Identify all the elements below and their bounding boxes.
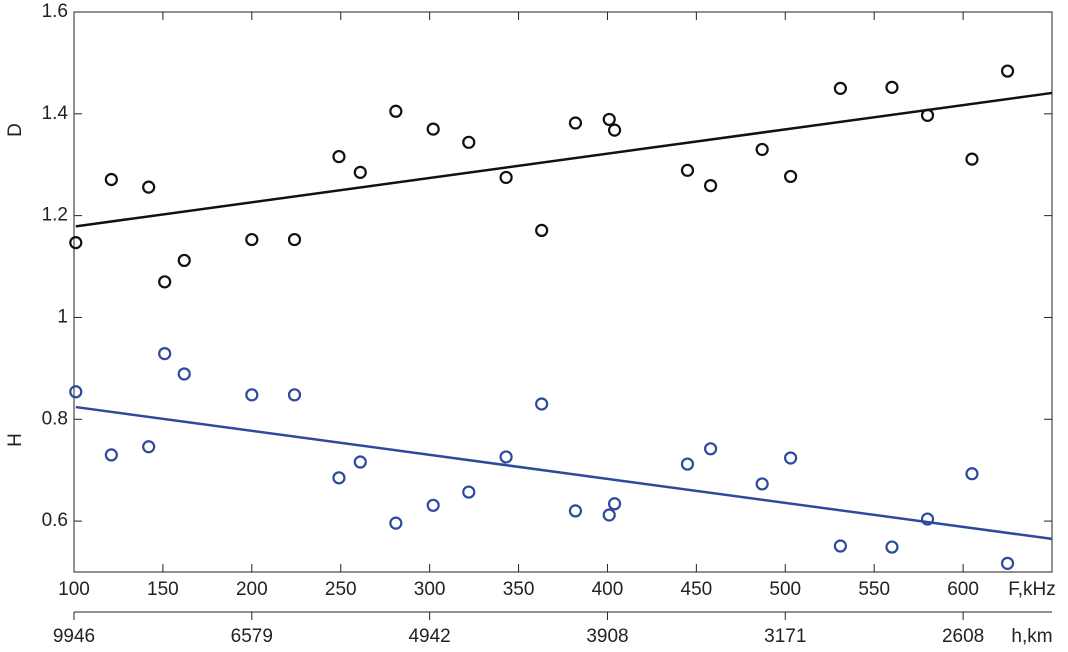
point: [680, 163, 695, 177]
point: [535, 223, 549, 237]
x-tick-label: 600: [947, 579, 979, 600]
point: [177, 367, 191, 381]
point: [499, 170, 513, 185]
point: [245, 232, 259, 247]
point: [287, 388, 302, 402]
point: [680, 457, 695, 471]
point: [462, 485, 476, 499]
point: [602, 508, 616, 522]
point: [499, 450, 513, 464]
x-tick-label: 450: [681, 579, 713, 600]
point: [920, 512, 935, 526]
x-tick-label: 500: [769, 579, 801, 600]
y-tick-label: 1: [57, 306, 68, 327]
x2-tick-label: 6579: [231, 626, 273, 647]
x2-tick-label: 9946: [53, 626, 95, 647]
point: [755, 477, 769, 491]
x-tick-label: 400: [592, 579, 624, 600]
point: [885, 80, 899, 94]
x-tick-label: 350: [503, 579, 535, 600]
y-tick-label: 1.4: [42, 103, 69, 124]
y-axis-label: H: [5, 433, 26, 447]
point: [104, 448, 118, 462]
point: [353, 165, 367, 179]
x-tick-label: 300: [414, 579, 446, 600]
point: [389, 104, 403, 118]
fit-line: [75, 91, 1053, 228]
x-axis-label: F,kHz: [1008, 579, 1056, 600]
point: [245, 388, 259, 402]
point: [177, 253, 191, 268]
point: [833, 539, 847, 553]
point: [462, 135, 476, 149]
point: [389, 516, 403, 530]
x2-axis-label: h,km: [1011, 626, 1052, 647]
point: [142, 440, 156, 454]
point: [332, 149, 346, 164]
point: [1000, 556, 1015, 570]
point: [607, 123, 622, 137]
point: [833, 81, 847, 95]
point: [784, 451, 798, 465]
point: [965, 152, 979, 166]
point: [426, 122, 440, 136]
point: [568, 504, 583, 518]
y-axis-label: D: [5, 123, 26, 137]
y-tick-label: 1.2: [42, 205, 68, 226]
point: [1000, 64, 1015, 78]
point: [353, 455, 367, 469]
point: [607, 497, 622, 511]
x2-tick-label: 2608: [942, 626, 984, 647]
point: [920, 108, 935, 122]
plot-frame: [73, 11, 1053, 573]
x-tick-label: 100: [58, 579, 90, 600]
point: [158, 275, 172, 289]
point: [885, 540, 899, 554]
x2-tick-label: 3171: [764, 626, 806, 647]
point: [287, 232, 302, 247]
y-tick-label: 0.8: [42, 408, 68, 429]
x2-tick-label: 3908: [586, 626, 628, 647]
point: [332, 471, 346, 485]
point: [69, 236, 83, 250]
point: [568, 116, 583, 130]
fit-line: [75, 405, 1053, 541]
point: [703, 442, 718, 456]
x-tick-label: 550: [858, 579, 890, 600]
point: [104, 172, 118, 187]
point: [535, 397, 549, 411]
x-tick-label: 250: [325, 579, 357, 600]
y-tick-label: 1.6: [42, 1, 68, 22]
point: [784, 169, 798, 184]
point: [142, 180, 156, 194]
point: [426, 498, 440, 512]
x-tick-label: 150: [147, 579, 179, 600]
point: [755, 142, 769, 157]
point: [602, 112, 616, 127]
y-tick-label: 0.6: [42, 510, 68, 531]
point: [703, 179, 718, 193]
point: [965, 467, 979, 481]
point: [158, 347, 172, 361]
x-tick-label: 200: [236, 579, 268, 600]
point: [69, 385, 83, 399]
x2-tick-label: 4942: [408, 626, 450, 647]
